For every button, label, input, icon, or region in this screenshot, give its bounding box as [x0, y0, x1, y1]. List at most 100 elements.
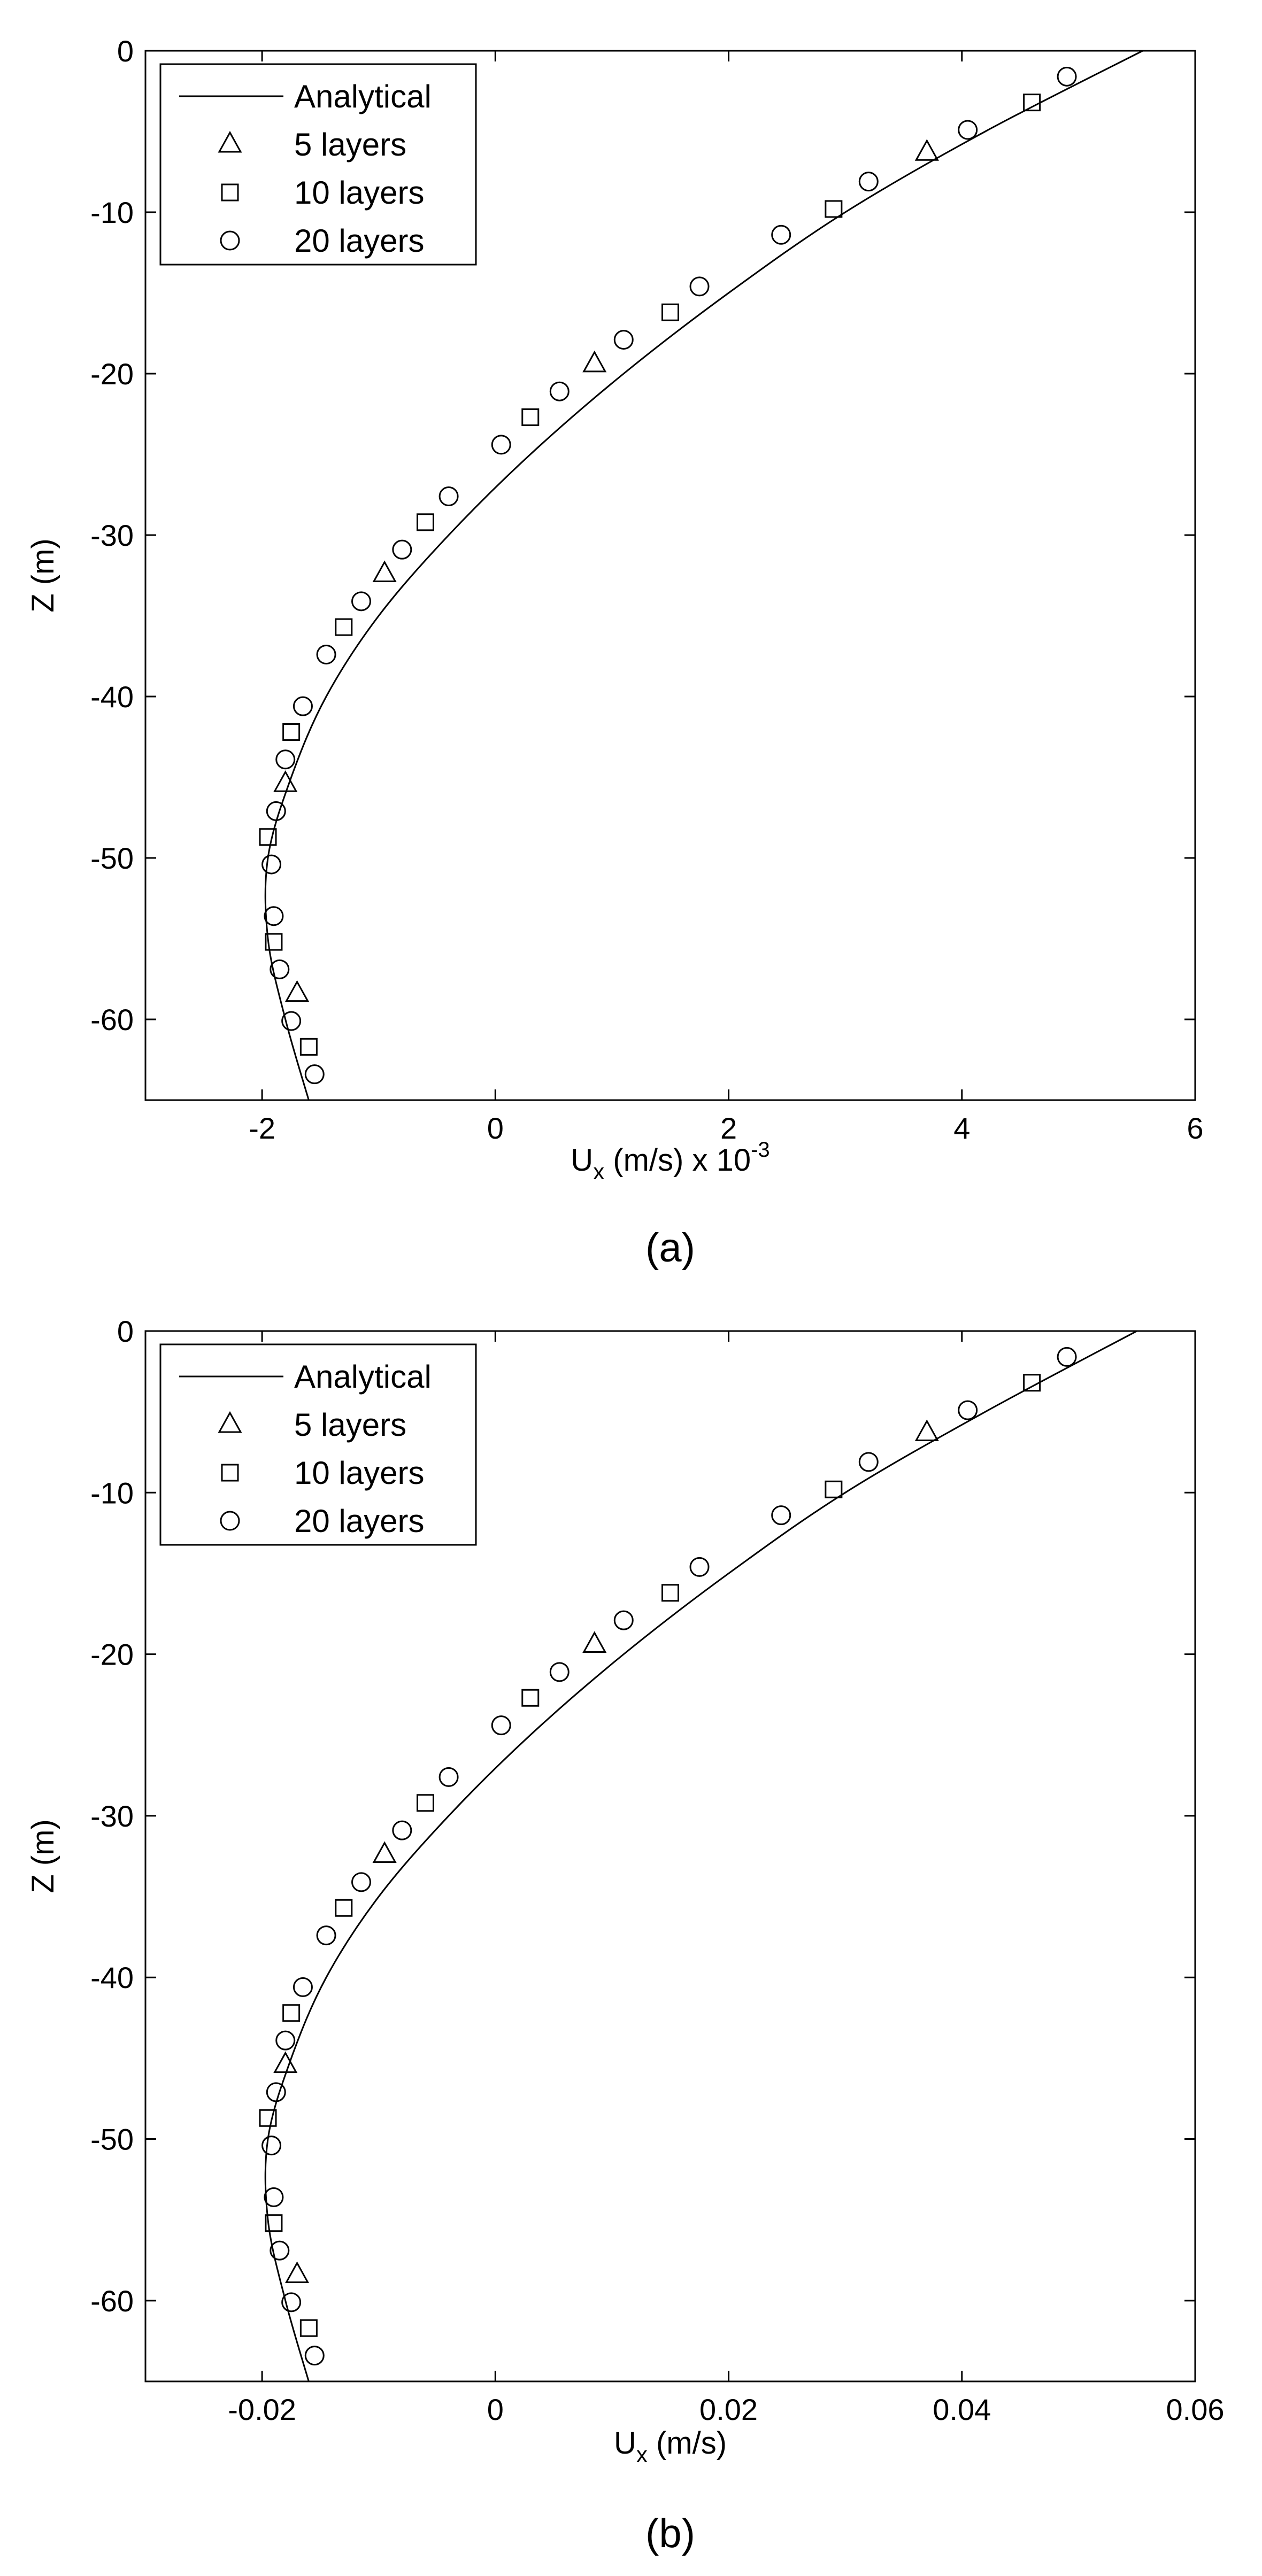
series-10-layers-marker: [521, 408, 540, 427]
chart-panel-2: -0.02 0 0.02 0.04 0.06 0 -10 -20 -30 -40 -50 -60 Z (…: [26, 1314, 1225, 2556]
series-20-layers-marker: [293, 696, 313, 716]
series-20-layers-marker: [304, 2346, 325, 2366]
x-axis-label-rest: (m/s): [648, 2426, 727, 2461]
series-analytical-line: [264, 1331, 1137, 2381]
y-tick-label: -50: [90, 841, 134, 875]
x-axis-label-sub: x: [636, 2442, 648, 2467]
series-20-layers-marker: [771, 1505, 791, 1526]
series-20-layers-marker: [549, 381, 570, 401]
legend-5-layers-label: 5 layers: [294, 127, 406, 163]
x-tick-label: 0.02: [699, 2393, 758, 2426]
series-10-layers-marker: [661, 303, 679, 321]
series-20-layers-marker: [491, 1715, 511, 1736]
series-20-layers-marker: [1057, 66, 1077, 87]
series-20-layers-marker: [438, 486, 459, 507]
series-20-layers-marker: [613, 330, 634, 350]
series-10-layers-marker: [416, 1794, 434, 1812]
series-20-layers-marker: [689, 1557, 710, 1577]
series-10-layers-marker: [282, 2004, 301, 2022]
series-10-layers-marker: [299, 1038, 318, 1056]
series-10-layers-marker: [825, 200, 843, 218]
legend-10-layers-swatch: [221, 183, 239, 202]
series-20-layers-marker: [264, 2187, 284, 2207]
y-tick-label: -20: [90, 1638, 134, 1672]
legend-box: [159, 63, 477, 266]
series-20-layers-marker: [261, 854, 282, 875]
y-tick-label: -40: [90, 1961, 134, 1994]
series-20-layers-marker: [491, 435, 511, 455]
x-axis-label-sup: -3: [751, 1138, 770, 1162]
series-10-layers-marker: [1023, 94, 1041, 112]
series-5-layers-marker: [914, 139, 939, 161]
series-20-layers-marker: [1057, 1347, 1077, 1367]
x-tick-label: 0: [487, 2393, 504, 2426]
data-layer: [259, 51, 1143, 1100]
y-tick-label: -60: [90, 1003, 134, 1036]
series-5-layers-marker: [582, 350, 607, 373]
series-20-layers-marker: [858, 1452, 879, 1472]
series-5-layers-marker: [372, 560, 397, 582]
series-10-layers-marker: [259, 2109, 277, 2127]
legend-20-layers-label: 20 layers: [294, 223, 424, 259]
plot-frame: [144, 1330, 1196, 2382]
y-tick-label: 0: [117, 34, 134, 68]
legend-10-layers-label: 10 layers: [294, 175, 424, 211]
series-20-layers-marker: [689, 276, 710, 297]
y-axis-label: Z (m): [26, 1819, 60, 1893]
series-10-layers-marker: [335, 1899, 353, 1917]
series-10-layers-marker: [265, 2214, 283, 2232]
series-5-layers-marker: [273, 770, 298, 792]
panel-label: (a): [645, 1225, 695, 1271]
legend: Analytical 5 layers 10 layers 20 layers: [159, 63, 477, 266]
x-axis-label-base: U: [614, 2426, 636, 2461]
series-20-layers-marker: [281, 1011, 302, 1031]
y-tick-label: -50: [90, 2123, 134, 2156]
x-tick-label: 2: [720, 1111, 737, 1145]
series-5-layers-marker: [284, 2261, 310, 2283]
x-tick-label: -2: [249, 1111, 275, 1145]
series-20-layers-marker: [858, 172, 879, 192]
y-tick-label: -40: [90, 680, 134, 714]
series-20-layers-marker: [275, 2030, 296, 2051]
series-10-layers-marker: [521, 1689, 540, 1707]
legend-5-layers-swatch: [218, 1411, 242, 1433]
series-20-layers-marker: [392, 1820, 412, 1840]
series-20-layers-marker: [270, 959, 290, 979]
legend-10-layers-label: 10 layers: [294, 1455, 424, 1491]
x-axis-label-base: U: [571, 1143, 593, 1178]
series-20-layers-marker: [270, 2240, 290, 2261]
series-20-layers-marker: [958, 120, 978, 140]
x-tick-label: 0: [487, 1111, 504, 1145]
series-20-layers-marker: [771, 225, 791, 245]
series-10-layers-marker: [265, 933, 283, 951]
y-tick-label: -20: [90, 357, 134, 391]
y-tick-label: 0: [117, 1314, 134, 1348]
series-20-layers-marker: [266, 2082, 286, 2102]
plot-frame: [144, 50, 1196, 1101]
x-axis-label: Ux (m/s): [614, 2426, 727, 2467]
series-20-layers-marker: [293, 1977, 313, 1997]
series-5-layers-marker: [582, 1631, 607, 1653]
series-20-layers-marker: [316, 644, 336, 664]
x-tick-label: 6: [1187, 1111, 1203, 1145]
series-5-layers-marker: [284, 980, 310, 1002]
series-10-layers-marker: [282, 723, 301, 741]
y-tick-label: -30: [90, 519, 134, 552]
y-tick-label: -30: [90, 1799, 134, 1833]
x-tick-label: 0.04: [933, 2393, 991, 2426]
series-20-layers-marker: [264, 906, 284, 926]
series-20-layers-marker: [351, 1872, 372, 1892]
legend-20-layers-label: 20 layers: [294, 1503, 424, 1539]
series-10-layers-marker: [1023, 1374, 1041, 1392]
series-20-layers-marker: [275, 749, 296, 770]
y-tick-label: -10: [90, 196, 134, 229]
series-20-layers-marker: [958, 1400, 978, 1420]
series-analytical-line: [264, 51, 1143, 1100]
series-20-layers-marker: [261, 2136, 282, 2156]
series-20-layers-marker: [549, 1662, 570, 1682]
series-20-layers-marker: [304, 1064, 325, 1085]
legend-5-layers-label: 5 layers: [294, 1407, 406, 1443]
series-10-layers-marker: [661, 1584, 679, 1602]
series-10-layers-marker: [825, 1480, 843, 1498]
